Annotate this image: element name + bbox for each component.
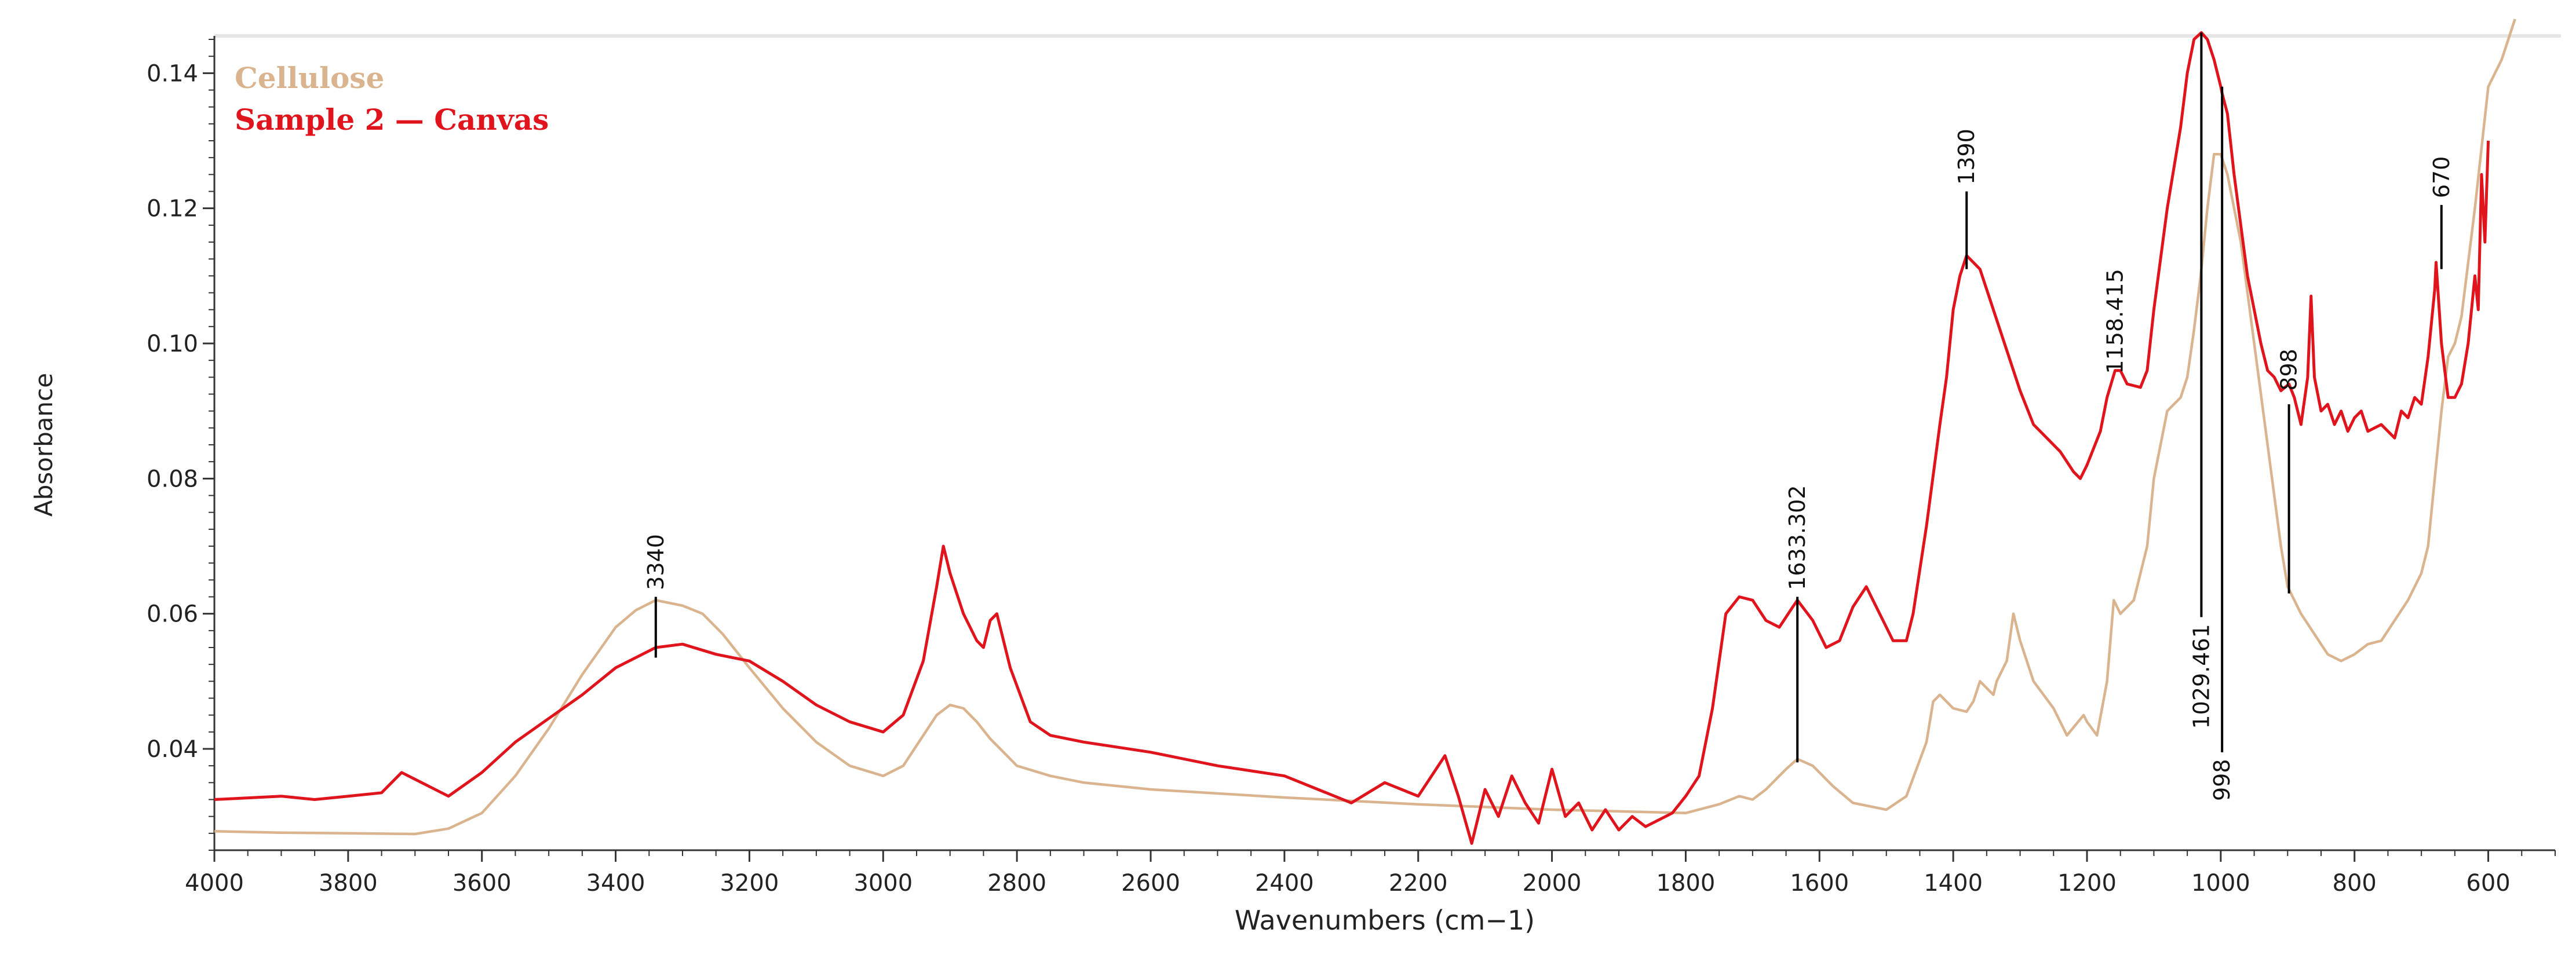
x-tick-label: 600 [2466, 870, 2510, 897]
peak-label: 1029.461 [2188, 624, 2214, 729]
y-tick-label: 0.06 [147, 601, 198, 628]
x-tick-label: 2400 [1255, 870, 1314, 897]
x-tick-label: 1800 [1656, 870, 1716, 897]
peak-label: 1158.415 [2102, 269, 2128, 374]
y-tick-label: 0.10 [147, 331, 198, 357]
x-tick-label: 3600 [453, 870, 512, 897]
x-tick-label: 3400 [586, 870, 645, 897]
y-axis-label: Absorbance [30, 373, 58, 517]
series-line-cellulose [214, 19, 2516, 836]
peak-label: 670 [2429, 156, 2454, 199]
x-tick-label: 800 [2333, 870, 2377, 897]
x-tick-label: 2800 [987, 870, 1046, 897]
x-axis-label: Wavenumbers (cm−1) [1235, 905, 1535, 936]
peak-label: 898 [2276, 349, 2302, 391]
y-axis: 0.04 0.06 0.08 0.10 0.12 0.14 [147, 36, 216, 851]
x-tick-label: 2000 [1523, 870, 1582, 897]
peak-label: 998 [2209, 759, 2235, 802]
annotation-layer: 3340 1633.302 1390 1158.415 1029.461 998 898 67… [643, 32, 2454, 801]
peak-label: 1390 [1954, 129, 1979, 185]
y-tick-label: 0.08 [147, 466, 198, 492]
legend-entry: Cellulose [235, 61, 384, 95]
x-tick-label: 4000 [185, 870, 244, 897]
x-tick-label: 1600 [1790, 870, 1849, 897]
x-tick-label: 1000 [2191, 870, 2250, 897]
x-tick-label: 3000 [853, 870, 913, 897]
x-tick-label: 1400 [1924, 870, 1983, 897]
x-tick-label: 2600 [1121, 870, 1180, 897]
legend: Cellulose Sample 2 — Canvas [235, 61, 549, 137]
legend-entry: Sample 2 — Canvas [235, 103, 549, 137]
y-tick-label: 0.14 [147, 60, 198, 87]
x-axis: 4000 3800 3600 3400 3200 3000 2800 2600 2400 2200… [185, 849, 2556, 897]
peak-label: 3340 [643, 534, 669, 590]
x-tick-label: 2200 [1389, 870, 1448, 897]
series-line-sample-canvas [214, 31, 2490, 845]
series-layer [214, 19, 2516, 845]
y-tick-label: 0.04 [147, 736, 198, 763]
x-tick-label: 1200 [2057, 870, 2117, 897]
peak-label: 1633.302 [1785, 485, 1810, 590]
x-tick-label: 3800 [319, 870, 378, 897]
y-tick-label: 0.12 [147, 196, 198, 222]
x-tick-label: 3200 [720, 870, 779, 897]
